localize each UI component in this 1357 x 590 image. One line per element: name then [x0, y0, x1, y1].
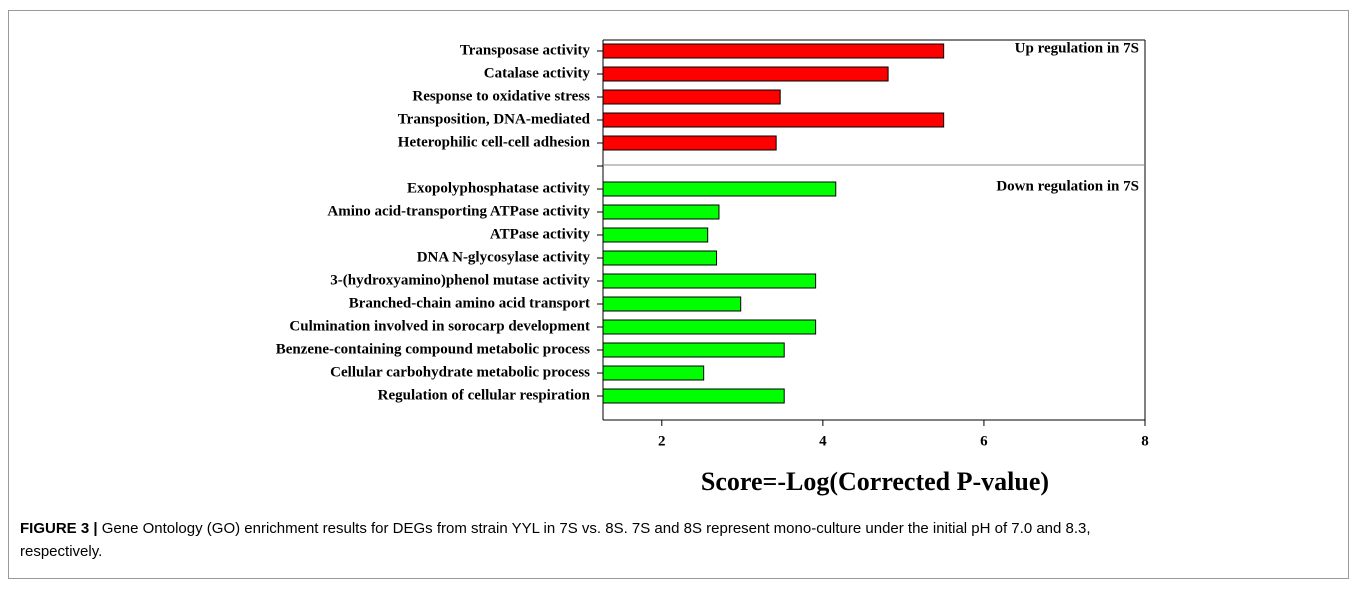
- bar: [602, 135, 777, 151]
- bar: [602, 273, 817, 289]
- y-tick-label: Benzene-containing compound metabolic pr…: [276, 341, 590, 357]
- y-tick-label: DNA N-glycosylase activity: [417, 249, 591, 265]
- y-tick-label: Amino acid-transporting ATPase activity: [327, 203, 590, 219]
- x-tick-label: 8: [1141, 433, 1149, 449]
- bar: [602, 250, 718, 266]
- y-tick-label: Catalase activity: [484, 65, 591, 81]
- bar: [602, 296, 742, 312]
- bar: [602, 227, 709, 243]
- caption-text: respectively.: [20, 543, 102, 560]
- bar: [602, 112, 945, 128]
- bar: [602, 43, 945, 59]
- x-axis-label: Score=-Log(Corrected P-value): [701, 467, 1049, 496]
- y-tick-label: Heterophilic cell-cell adhesion: [398, 134, 591, 150]
- y-tick-label: Transposition, DNA-mediated: [398, 111, 591, 127]
- y-tick-label: Transposase activity: [460, 42, 591, 58]
- y-tick-label: Culmination involved in sorocarp develop…: [289, 318, 590, 334]
- y-tick-label: 3-(hydroxyamino)phenol mutase activity: [330, 272, 590, 288]
- y-tick-label: Exopolyphosphatase activity: [407, 180, 590, 196]
- bar: [602, 342, 785, 358]
- bar: [602, 181, 837, 197]
- group-label: Up regulation in 7S: [1015, 40, 1139, 56]
- y-tick-label: Regulation of cellular respiration: [378, 387, 591, 403]
- x-tick-label: 2: [658, 433, 666, 449]
- bar: [602, 319, 817, 335]
- bar: [602, 388, 785, 404]
- caption-label: FIGURE 3 |: [20, 520, 98, 537]
- y-tick-label: Cellular carbohydrate metabolic process: [330, 364, 590, 380]
- group-label: Down regulation in 7S: [996, 178, 1139, 194]
- figure-border: [8, 10, 1349, 579]
- bar: [602, 89, 781, 105]
- x-tick-label: 6: [980, 433, 988, 449]
- y-tick-label: Branched-chain amino acid transport: [349, 295, 590, 311]
- y-tick-label: ATPase activity: [490, 226, 591, 242]
- bar: [602, 365, 705, 381]
- caption-text: Gene Ontology (GO) enrichment results fo…: [102, 520, 1091, 537]
- x-tick-label: 4: [819, 433, 827, 449]
- bar: [602, 66, 889, 82]
- caption: FIGURE 3 | Gene Ontology (GO) enrichment…: [20, 520, 1091, 537]
- bar: [602, 204, 720, 220]
- y-tick-label: Response to oxidative stress: [412, 88, 590, 104]
